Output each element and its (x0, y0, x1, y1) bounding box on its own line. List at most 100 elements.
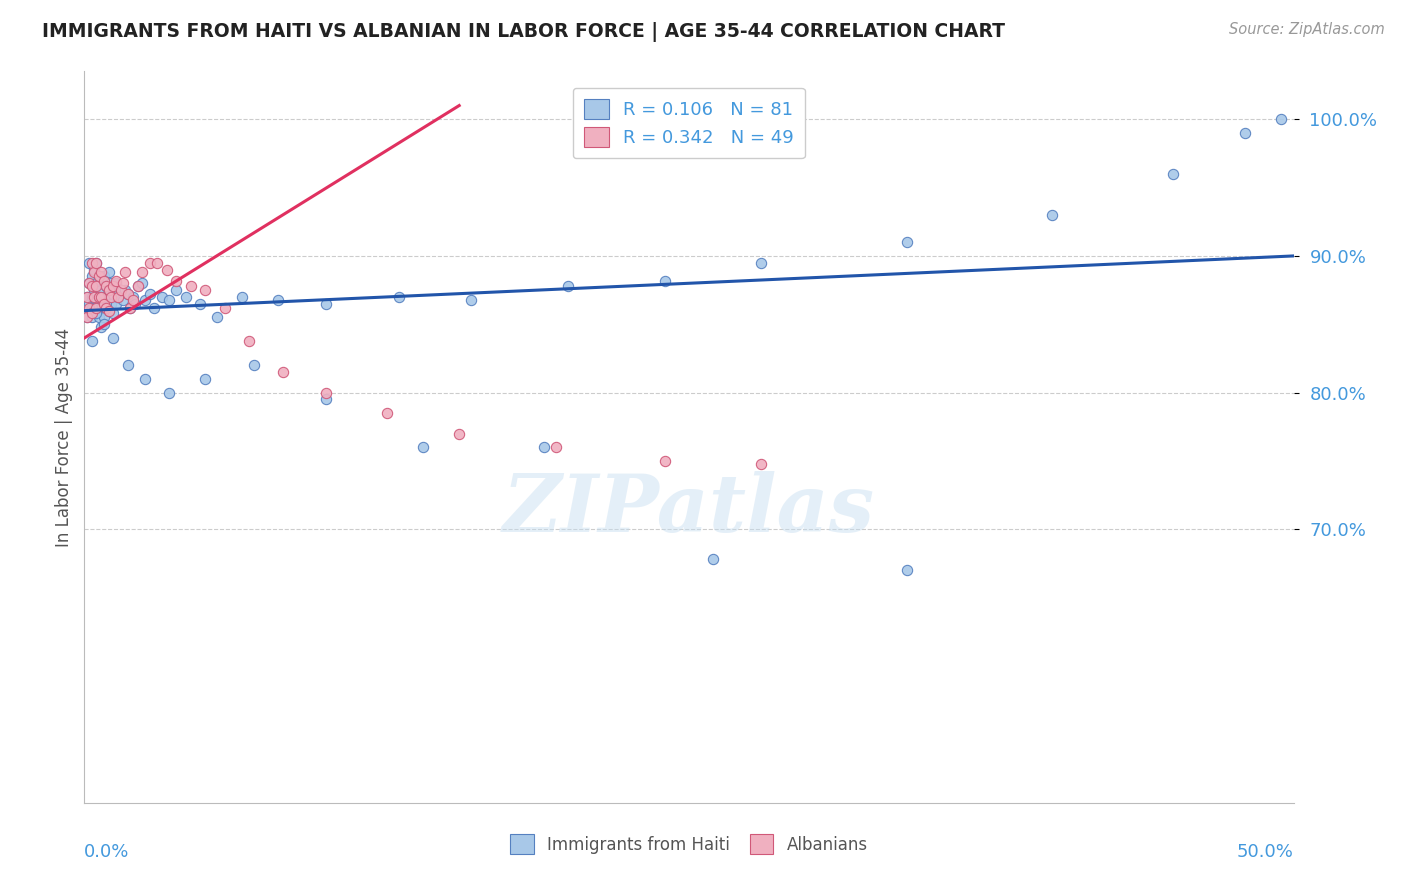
Point (87, 290, 110, 304)
Text: Source: ZipAtlas.com: Source: ZipAtlas.com (1229, 22, 1385, 37)
Point (150, 290, 173, 304)
Point (83, 265, 105, 279)
Point (190, 297, 212, 311)
Point (110, 283, 132, 297)
Point (110, 283, 132, 297)
Point (157, 385, 180, 400)
Point (127, 279, 149, 293)
Point (112, 277, 135, 291)
Point (97, 283, 120, 297)
Point (242, 359, 264, 373)
Point (80, 310, 103, 325)
Point (146, 256, 169, 270)
Point (80, 334, 103, 348)
Point (120, 301, 142, 315)
Point (76, 290, 98, 304)
Point (1270, 112, 1292, 127)
Point (214, 301, 236, 315)
Point (271, 365, 294, 379)
Point (93, 297, 115, 311)
Point (100, 277, 122, 291)
Point (77, 277, 100, 291)
Point (76, 290, 98, 304)
Point (544, 440, 567, 454)
Point (87, 290, 110, 304)
Point (121, 293, 143, 307)
Point (76, 310, 98, 325)
Point (87, 269, 110, 284)
Point (93, 310, 115, 325)
Point (155, 262, 177, 277)
Point (87, 269, 110, 284)
Point (86, 277, 108, 291)
Point (751, 457, 773, 471)
Point (77, 301, 100, 315)
Point (94, 279, 117, 293)
Point (114, 283, 136, 297)
Point (315, 392, 337, 407)
Point (100, 290, 122, 304)
Point (83, 301, 105, 315)
Point (76, 310, 98, 325)
Point (117, 359, 139, 373)
Point (86, 279, 108, 293)
Point (80, 279, 103, 293)
Point (460, 293, 482, 307)
Point (104, 277, 127, 291)
Point (94, 301, 117, 315)
Point (127, 279, 149, 293)
Point (157, 293, 180, 307)
Point (207, 310, 229, 325)
Point (107, 290, 129, 304)
Point (174, 290, 197, 304)
Point (194, 372, 217, 386)
Text: 0.0%: 0.0% (84, 843, 129, 861)
Point (90, 265, 112, 279)
Point (87, 310, 110, 325)
Point (315, 385, 337, 400)
Point (83, 262, 105, 277)
Point (83, 283, 105, 297)
Point (449, 426, 471, 441)
Point (103, 331, 125, 345)
Point (238, 334, 260, 348)
Point (90, 301, 112, 315)
Point (112, 293, 135, 307)
Point (114, 265, 136, 279)
Point (97, 303, 120, 318)
Legend: Immigrants from Haiti, Albanians: Immigrants from Haiti, Albanians (503, 828, 875, 860)
Point (86, 301, 108, 315)
Point (90, 320, 112, 334)
Point (77, 277, 100, 291)
Point (80, 269, 103, 284)
Point (90, 283, 112, 297)
Point (97, 265, 120, 279)
Point (93, 318, 115, 332)
Point (77, 297, 100, 311)
Point (103, 287, 125, 301)
Point (131, 265, 153, 279)
Point (165, 283, 187, 297)
Point (315, 297, 337, 311)
Point (104, 297, 127, 311)
Point (138, 287, 160, 301)
Point (654, 274, 676, 288)
Point (533, 440, 555, 454)
Point (143, 301, 166, 315)
Point (80, 256, 103, 270)
Point (103, 279, 125, 293)
Point (388, 290, 411, 304)
Point (1234, 126, 1257, 140)
Point (117, 287, 139, 301)
Point (80, 301, 103, 315)
Point (1161, 167, 1184, 181)
Point (97, 303, 120, 318)
Point (896, 235, 918, 250)
Point (121, 290, 143, 304)
Text: IMMIGRANTS FROM HAITI VS ALBANIAN IN LABOR FORCE | AGE 35-44 CORRELATION CHART: IMMIGRANTS FROM HAITI VS ALBANIAN IN LAB… (42, 22, 1005, 42)
Point (90, 290, 112, 304)
Text: 50.0%: 50.0% (1237, 843, 1294, 861)
Point (138, 256, 160, 270)
Point (1040, 208, 1063, 222)
Point (751, 256, 773, 270)
